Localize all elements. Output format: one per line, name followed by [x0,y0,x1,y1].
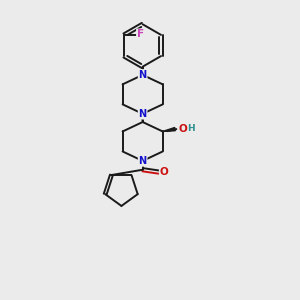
Text: H: H [187,124,195,133]
Polygon shape [163,128,175,131]
Text: O: O [160,167,169,177]
Text: O: O [178,124,187,134]
Text: N: N [139,70,147,80]
Text: N: N [139,109,147,119]
Text: N: N [139,156,147,166]
Text: F: F [137,29,144,39]
Polygon shape [141,114,145,122]
